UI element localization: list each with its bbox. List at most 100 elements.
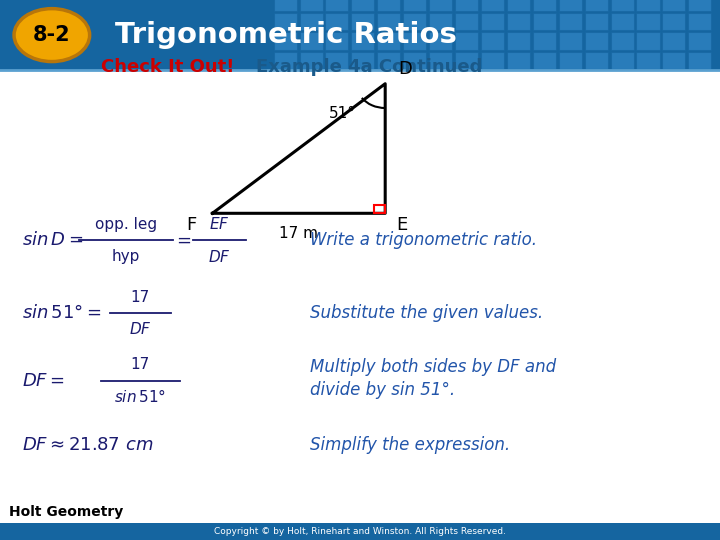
FancyBboxPatch shape bbox=[300, 52, 323, 69]
FancyBboxPatch shape bbox=[274, 52, 297, 69]
FancyBboxPatch shape bbox=[325, 0, 348, 11]
FancyBboxPatch shape bbox=[377, 0, 400, 11]
FancyBboxPatch shape bbox=[377, 32, 400, 50]
FancyBboxPatch shape bbox=[559, 0, 582, 11]
FancyBboxPatch shape bbox=[636, 0, 660, 11]
FancyBboxPatch shape bbox=[274, 13, 297, 30]
FancyBboxPatch shape bbox=[351, 0, 374, 11]
FancyBboxPatch shape bbox=[662, 13, 685, 30]
Text: $\mathit{DF}\approx\mathit{21.87\ cm}$: $\mathit{DF}\approx\mathit{21.87\ cm}$ bbox=[22, 436, 153, 455]
Text: 17 m: 17 m bbox=[279, 226, 318, 241]
FancyBboxPatch shape bbox=[559, 13, 582, 30]
FancyBboxPatch shape bbox=[455, 13, 478, 30]
FancyBboxPatch shape bbox=[688, 13, 711, 30]
FancyBboxPatch shape bbox=[507, 0, 530, 11]
Text: 8-2: 8-2 bbox=[33, 25, 71, 45]
Text: Trigonometric Ratios: Trigonometric Ratios bbox=[115, 21, 457, 49]
Text: 51°: 51° bbox=[328, 106, 356, 121]
Text: =: = bbox=[176, 231, 191, 249]
FancyBboxPatch shape bbox=[455, 32, 478, 50]
FancyBboxPatch shape bbox=[300, 0, 323, 11]
FancyBboxPatch shape bbox=[662, 32, 685, 50]
FancyBboxPatch shape bbox=[636, 13, 660, 30]
FancyBboxPatch shape bbox=[559, 52, 582, 69]
FancyBboxPatch shape bbox=[533, 52, 556, 69]
FancyBboxPatch shape bbox=[429, 0, 452, 11]
FancyBboxPatch shape bbox=[429, 52, 452, 69]
FancyBboxPatch shape bbox=[377, 52, 400, 69]
Text: 17: 17 bbox=[131, 357, 150, 372]
FancyBboxPatch shape bbox=[533, 0, 556, 11]
FancyBboxPatch shape bbox=[403, 0, 426, 11]
FancyBboxPatch shape bbox=[662, 0, 685, 11]
Text: $\mathit{sin\,D}=$: $\mathit{sin\,D}=$ bbox=[22, 231, 83, 249]
Text: divide by sin 51°.: divide by sin 51°. bbox=[310, 381, 455, 400]
Text: $\mathit{DF}$: $\mathit{DF}$ bbox=[208, 248, 231, 265]
Text: $\mathit{DF}$: $\mathit{DF}$ bbox=[129, 321, 152, 338]
FancyBboxPatch shape bbox=[636, 52, 660, 69]
Text: opp. leg: opp. leg bbox=[95, 217, 157, 232]
FancyBboxPatch shape bbox=[274, 32, 297, 50]
Text: F: F bbox=[186, 216, 197, 234]
FancyBboxPatch shape bbox=[481, 52, 504, 69]
Text: Copyright © by Holt, Rinehart and Winston. All Rights Reserved.: Copyright © by Holt, Rinehart and Winsto… bbox=[214, 527, 506, 536]
FancyBboxPatch shape bbox=[585, 52, 608, 69]
Text: D: D bbox=[398, 60, 412, 78]
FancyBboxPatch shape bbox=[351, 13, 374, 30]
Text: E: E bbox=[396, 216, 408, 234]
FancyBboxPatch shape bbox=[688, 0, 711, 11]
FancyBboxPatch shape bbox=[403, 32, 426, 50]
FancyBboxPatch shape bbox=[351, 52, 374, 69]
FancyBboxPatch shape bbox=[507, 13, 530, 30]
FancyBboxPatch shape bbox=[507, 52, 530, 69]
FancyBboxPatch shape bbox=[300, 32, 323, 50]
FancyBboxPatch shape bbox=[481, 13, 504, 30]
FancyBboxPatch shape bbox=[274, 0, 297, 11]
FancyBboxPatch shape bbox=[377, 13, 400, 30]
FancyBboxPatch shape bbox=[325, 32, 348, 50]
FancyBboxPatch shape bbox=[611, 13, 634, 30]
FancyBboxPatch shape bbox=[585, 0, 608, 11]
FancyBboxPatch shape bbox=[611, 52, 634, 69]
Text: Check It Out!: Check It Out! bbox=[101, 58, 234, 77]
FancyBboxPatch shape bbox=[429, 32, 452, 50]
FancyBboxPatch shape bbox=[662, 52, 685, 69]
Text: $\mathit{DF}=$: $\mathit{DF}=$ bbox=[22, 372, 65, 390]
Text: Simplify the expression.: Simplify the expression. bbox=[310, 436, 510, 455]
FancyBboxPatch shape bbox=[533, 32, 556, 50]
FancyBboxPatch shape bbox=[481, 0, 504, 11]
FancyBboxPatch shape bbox=[688, 32, 711, 50]
FancyBboxPatch shape bbox=[559, 32, 582, 50]
FancyBboxPatch shape bbox=[611, 0, 634, 11]
FancyBboxPatch shape bbox=[325, 13, 348, 30]
FancyBboxPatch shape bbox=[585, 13, 608, 30]
Text: Example 4a Continued: Example 4a Continued bbox=[256, 58, 482, 77]
FancyBboxPatch shape bbox=[0, 0, 720, 70]
Text: Holt Geometry: Holt Geometry bbox=[9, 505, 123, 519]
FancyBboxPatch shape bbox=[403, 13, 426, 30]
FancyBboxPatch shape bbox=[507, 32, 530, 50]
FancyBboxPatch shape bbox=[0, 502, 720, 540]
Text: $\mathit{EF}$: $\mathit{EF}$ bbox=[210, 216, 230, 232]
FancyBboxPatch shape bbox=[455, 52, 478, 69]
Text: Multiply both sides by DF and: Multiply both sides by DF and bbox=[310, 358, 556, 376]
FancyBboxPatch shape bbox=[585, 32, 608, 50]
FancyBboxPatch shape bbox=[636, 32, 660, 50]
FancyBboxPatch shape bbox=[455, 0, 478, 11]
FancyBboxPatch shape bbox=[325, 52, 348, 69]
FancyBboxPatch shape bbox=[481, 32, 504, 50]
FancyBboxPatch shape bbox=[300, 13, 323, 30]
Text: $\mathit{sin\,51°}$: $\mathit{sin\,51°}$ bbox=[114, 388, 166, 406]
FancyBboxPatch shape bbox=[688, 52, 711, 69]
Ellipse shape bbox=[14, 9, 89, 62]
Text: hyp: hyp bbox=[112, 249, 140, 264]
Text: 17: 17 bbox=[131, 289, 150, 305]
Text: Substitute the given values.: Substitute the given values. bbox=[310, 304, 543, 322]
FancyBboxPatch shape bbox=[429, 13, 452, 30]
Text: $\mathit{sin\,51°}=$: $\mathit{sin\,51°}=$ bbox=[22, 304, 101, 322]
FancyBboxPatch shape bbox=[611, 32, 634, 50]
FancyBboxPatch shape bbox=[351, 32, 374, 50]
FancyBboxPatch shape bbox=[533, 13, 556, 30]
Text: Write a trigonometric ratio.: Write a trigonometric ratio. bbox=[310, 231, 536, 249]
FancyBboxPatch shape bbox=[403, 52, 426, 69]
